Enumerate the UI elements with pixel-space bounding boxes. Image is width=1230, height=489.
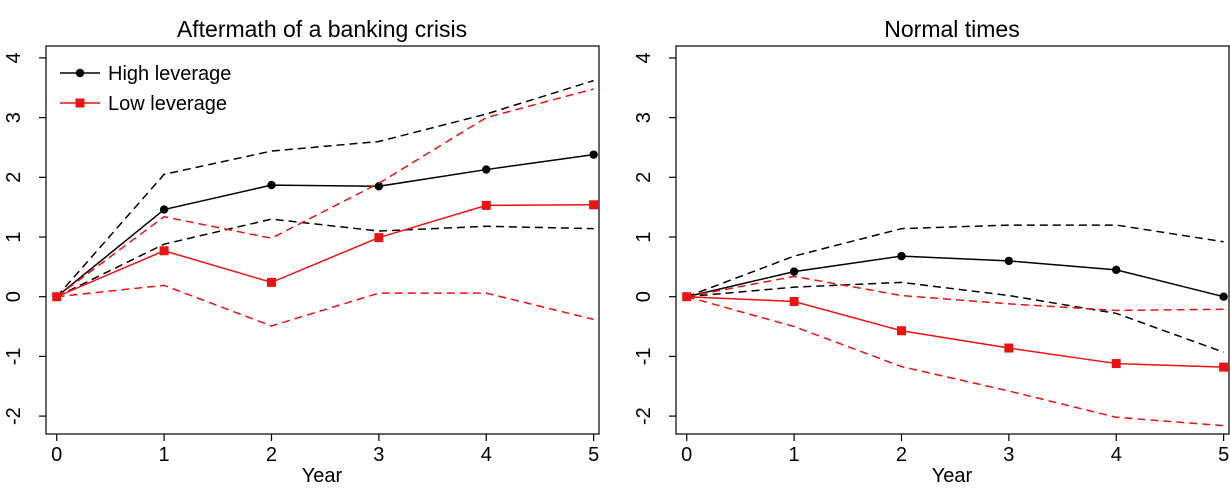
x-axis-label: Year (932, 465, 973, 487)
point-low (682, 292, 692, 302)
y-tick-label: 3 (3, 112, 25, 123)
y-tick-label: 0 (633, 291, 655, 302)
point-low (1111, 359, 1121, 369)
x-axis-label: Year (302, 465, 343, 487)
point-high (374, 182, 384, 191)
x-tick-label: 2 (896, 444, 907, 466)
ci-upper-low (686, 275, 1224, 312)
axis-ticks: 0 1 2 3 4 5 -2 -1 0 1 2 3 4 (633, 52, 1229, 466)
series-line-high (56, 153, 594, 298)
x-tick-label: 5 (1218, 444, 1229, 466)
y-tick-label: 4 (633, 52, 655, 63)
y-tick-label: 1 (3, 231, 25, 242)
x-tick-label: 3 (373, 444, 384, 466)
chart-title: Normal times (884, 16, 1019, 42)
y-tick-label: 1 (633, 231, 655, 242)
y-tick-label: 4 (3, 52, 25, 63)
y-tick-label: -2 (3, 407, 25, 425)
ci-upper-high (56, 79, 594, 298)
point-high (1219, 292, 1228, 301)
point-low (374, 233, 384, 243)
series-line-low (686, 295, 1224, 368)
ci-lower-low (56, 284, 594, 327)
point-low (589, 200, 599, 210)
y-tick-label: 0 (3, 291, 25, 302)
y-tick-label: 3 (633, 112, 655, 123)
legend: High leverage Low leverage (60, 63, 231, 115)
point-low (1004, 343, 1014, 353)
point-high (589, 150, 598, 159)
chart-title: Aftermath of a banking crisis (177, 16, 467, 42)
x-tick-label: 0 (681, 444, 692, 466)
x-tick-label: 4 (1111, 444, 1122, 466)
panel-banking-crisis: Aftermath of a banking crisis 0 1 2 3 4 5 -2 -1… (3, 16, 600, 487)
x-tick-label: 5 (588, 444, 599, 466)
ci-upper-low (56, 88, 594, 298)
axis-ticks: 0 1 2 3 4 5 -2 -1 0 1 2 3 4 (3, 52, 599, 466)
point-high (1004, 256, 1014, 266)
point-high (159, 205, 169, 214)
x-tick-label: 0 (51, 444, 62, 466)
ci-lower-low (686, 295, 1224, 427)
x-tick-label: 3 (1003, 444, 1014, 466)
plot-frame (45, 45, 600, 435)
y-tick-label: -1 (633, 348, 655, 366)
point-low (896, 326, 906, 336)
point-high (897, 251, 906, 261)
point-low (266, 277, 276, 287)
x-tick-label: 1 (789, 444, 800, 466)
legend-high-label: High leverage (108, 63, 231, 85)
y-tick-label: 2 (3, 172, 25, 183)
plot-frame (675, 45, 1230, 435)
point-low (481, 200, 491, 210)
y-tick-label: -2 (633, 407, 655, 425)
point-low (52, 292, 62, 302)
legend-low-marker (75, 98, 85, 108)
point-low (789, 296, 799, 306)
point-low (1219, 362, 1229, 372)
y-tick-label: 2 (633, 172, 655, 183)
point-low (159, 246, 169, 256)
series-line-low (56, 204, 594, 298)
series-line-high (686, 255, 1224, 298)
series-group (682, 224, 1229, 427)
point-high (267, 180, 276, 190)
legend-high-marker (75, 68, 85, 78)
x-tick-label: 2 (266, 444, 277, 466)
ci-upper-high (686, 224, 1224, 298)
x-tick-label: 4 (481, 444, 492, 466)
x-tick-label: 1 (159, 444, 170, 466)
series-group (52, 79, 599, 327)
point-high (1112, 265, 1121, 275)
legend-low-label: Low leverage (108, 93, 227, 115)
y-tick-label: -1 (3, 348, 25, 366)
point-high (789, 267, 799, 276)
panel-normal-times: Normal times 0 1 2 3 4 5 -2 -1 0 1 2 3 4 Year (633, 16, 1230, 487)
ci-lower-high (686, 281, 1224, 353)
point-high (482, 165, 491, 174)
